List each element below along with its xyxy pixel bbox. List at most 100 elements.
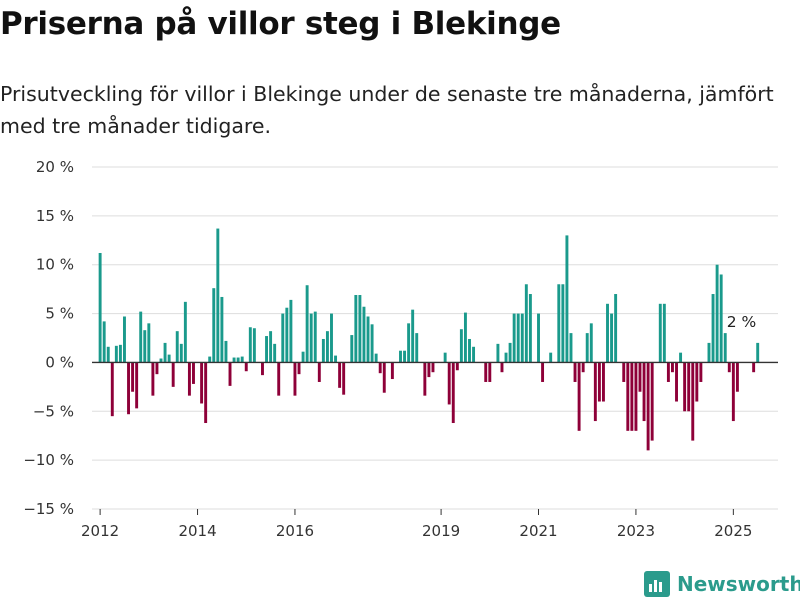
bar — [528, 294, 532, 363]
bar — [171, 362, 175, 387]
bar — [151, 362, 155, 396]
bar — [630, 362, 634, 431]
bar — [309, 313, 313, 363]
bar — [175, 331, 179, 363]
bar — [512, 313, 516, 363]
bar — [463, 312, 467, 363]
brand-name: Newsworthy — [677, 572, 800, 596]
bar — [565, 235, 569, 363]
y-tick-label: −10 % — [23, 451, 74, 469]
bar — [472, 346, 476, 363]
bar — [131, 362, 135, 392]
bar — [350, 335, 354, 363]
bar — [265, 336, 268, 363]
bar — [756, 342, 760, 363]
bar — [484, 362, 488, 382]
bar — [496, 343, 500, 363]
bar — [585, 333, 589, 363]
bar — [642, 362, 646, 422]
bar — [155, 362, 159, 375]
bar — [666, 362, 670, 382]
bar — [577, 362, 581, 431]
bar — [723, 333, 727, 363]
bar — [212, 288, 216, 363]
bar — [240, 356, 244, 363]
bar — [679, 352, 683, 363]
bar — [127, 362, 130, 415]
bar — [277, 362, 281, 396]
bar — [614, 294, 618, 363]
bar — [370, 324, 374, 363]
bar — [634, 362, 638, 431]
y-tick-label: 10 % — [36, 256, 74, 274]
bar — [236, 357, 240, 363]
bar — [524, 284, 528, 363]
y-tick-label: 5 % — [45, 305, 74, 323]
bar — [675, 362, 678, 402]
bar — [727, 362, 731, 373]
bar — [163, 342, 167, 363]
bar-chart: 20 %15 %10 %5 %0 %−5 %−10 %−15 % 2012 201… — [23, 158, 778, 540]
bar — [597, 362, 601, 402]
bar — [334, 355, 338, 363]
bar — [382, 362, 386, 393]
bar — [143, 330, 147, 363]
bar — [715, 264, 719, 363]
grid-lines — [92, 166, 778, 510]
bar — [330, 313, 333, 363]
bar — [159, 358, 163, 363]
y-tick-label: 15 % — [36, 207, 74, 225]
bar — [374, 353, 378, 363]
bar — [147, 323, 151, 363]
bar — [561, 284, 565, 363]
bar — [683, 362, 687, 412]
bar — [593, 362, 597, 422]
page-subtitle: Prisutveckling för villor i Blekinge und… — [0, 82, 774, 138]
bar — [610, 313, 614, 363]
bar — [695, 362, 699, 402]
bar — [626, 362, 630, 431]
bar — [273, 343, 277, 363]
bar — [102, 321, 106, 363]
bar — [557, 284, 561, 363]
bar — [269, 331, 273, 363]
bar — [228, 362, 232, 386]
bar — [338, 362, 342, 388]
bar — [415, 333, 419, 363]
bar — [183, 301, 187, 363]
bar — [98, 252, 102, 363]
bar — [581, 362, 585, 373]
bar — [541, 362, 545, 382]
bar — [427, 362, 431, 378]
bar — [179, 343, 183, 363]
bar — [569, 333, 573, 363]
bar — [366, 316, 370, 363]
bar — [468, 338, 471, 363]
bar — [378, 362, 382, 374]
bar — [301, 351, 305, 363]
x-tick-label: 2014 — [178, 522, 216, 540]
bar — [224, 340, 228, 363]
bar — [204, 362, 208, 424]
x-tick-label: 2019 — [422, 522, 460, 540]
bar — [313, 311, 317, 363]
y-tick-label: 20 % — [36, 158, 74, 176]
bar — [650, 362, 654, 441]
bar — [711, 294, 715, 363]
bar — [342, 362, 346, 395]
bar — [289, 299, 293, 363]
bar — [589, 323, 593, 363]
bar — [139, 311, 143, 363]
y-tick-label: −5 % — [33, 402, 74, 420]
bar — [248, 327, 252, 363]
bar — [321, 338, 325, 363]
bar — [573, 362, 577, 382]
newsworthy-logo-icon — [644, 571, 670, 597]
bar — [208, 356, 212, 363]
bar — [411, 309, 415, 363]
bar — [504, 352, 508, 363]
bar — [354, 295, 358, 363]
bar — [281, 313, 285, 363]
bar — [500, 362, 504, 373]
bar — [601, 362, 605, 402]
